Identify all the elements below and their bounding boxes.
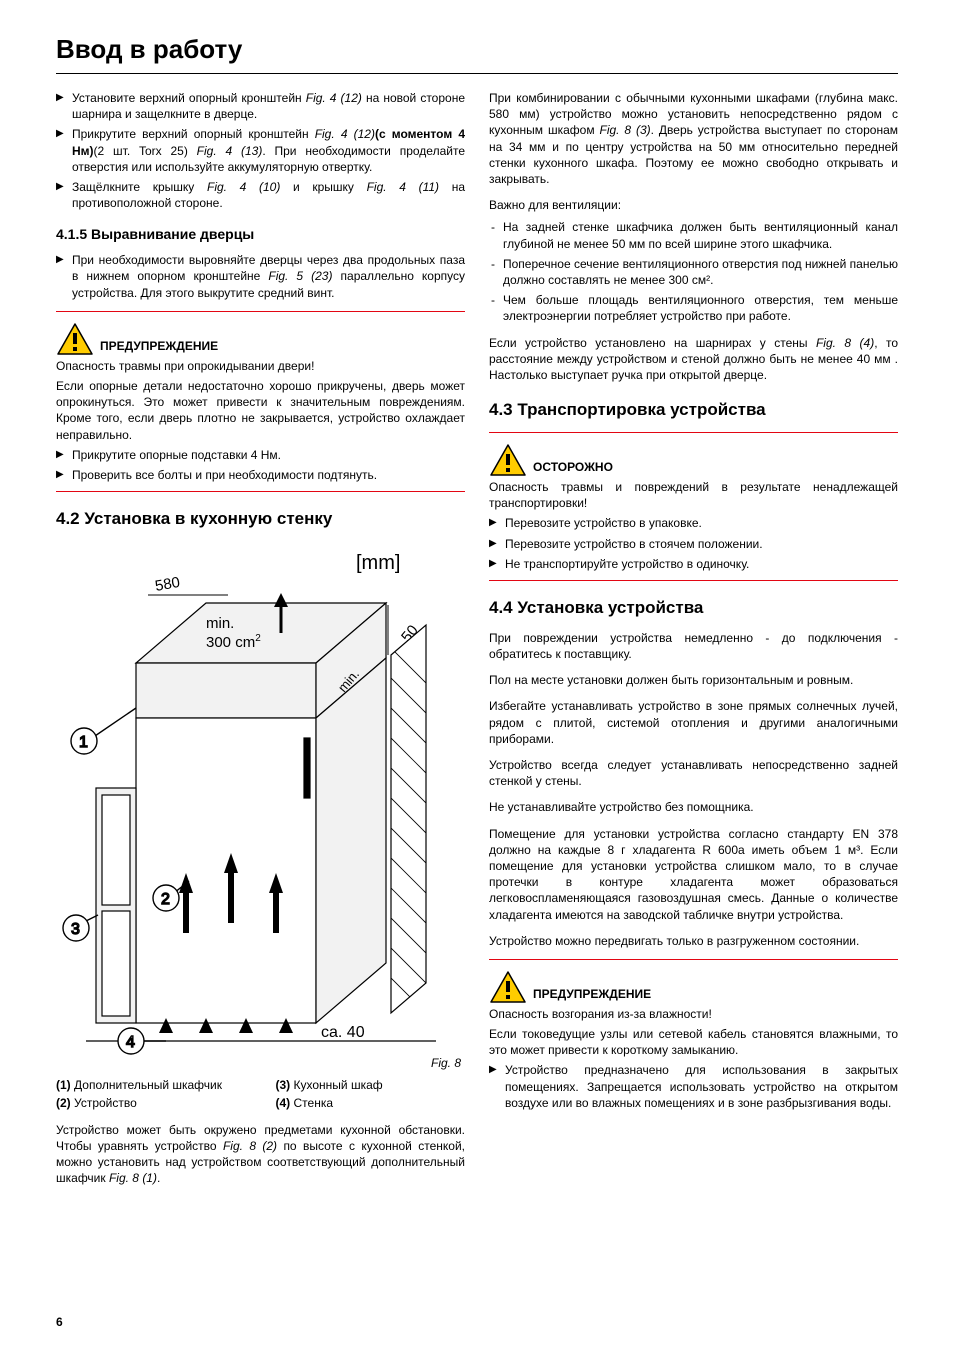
- right-column: При комбинировании с обычными кухонными …: [489, 90, 898, 1196]
- paragraph: Избегайте устанавливать устройство в зон…: [489, 698, 898, 747]
- title-rule: [56, 73, 898, 74]
- list-item: Проверить все болты и при необходимости …: [56, 467, 465, 483]
- warning-text: Опасность возгорания из-за влажности!: [489, 1006, 898, 1022]
- list-item: Установите верхний опорный кронштейн Fig…: [56, 90, 465, 122]
- list-item: Поперечное сечение вентиляционного отвер…: [489, 256, 898, 288]
- caution-text: Опасность травмы и повреждений в результ…: [489, 479, 898, 511]
- paragraph: Устройство можно передвигать только в ра…: [489, 933, 898, 949]
- figure-legend: (1) Дополнительный шкафчик (2) Устройств…: [56, 1077, 465, 1113]
- list-item: Устройство предназначено для использован…: [489, 1062, 898, 1111]
- svg-text:ca. 40: ca. 40: [321, 1024, 365, 1041]
- warning-text: Если токоведущие узлы или сетевой кабель…: [489, 1026, 898, 1058]
- s415-steps: При необходимости выровняйте дверцы чере…: [56, 252, 465, 301]
- list-item: Перевозите устройство в упаковке.: [489, 515, 898, 531]
- heading-44: 4.4 Установка устройства: [489, 597, 898, 620]
- list-item: При необходимости выровняйте дверцы чере…: [56, 252, 465, 301]
- svg-text:min.: min.: [206, 615, 234, 632]
- intro-steps: Установите верхний опорный кронштейн Fig…: [56, 90, 465, 211]
- red-divider: [489, 432, 898, 433]
- warning-title: ПРЕДУПРЕЖДЕНИЕ: [100, 338, 218, 356]
- paragraph: Помещение для установки устройства согла…: [489, 826, 898, 923]
- list-item: Чем больше площадь вентиляционного отвер…: [489, 292, 898, 324]
- red-divider: [56, 311, 465, 312]
- paragraph: При повреждении устройства немедленно - …: [489, 630, 898, 662]
- figure-svg: [mm] 580 min. 300 cm2: [56, 543, 466, 1073]
- warning-icon: [56, 322, 94, 356]
- svg-text:3: 3: [71, 921, 80, 938]
- list-item: Защёлкните крышку Fig. 4 (10) и крышку F…: [56, 179, 465, 211]
- list-item: Не транспортируйте устройство в одиночку…: [489, 556, 898, 572]
- svg-text:[mm]: [mm]: [356, 552, 400, 574]
- page-number: 6: [56, 1314, 63, 1330]
- warning-icon: [489, 970, 527, 1004]
- heading-415: 4.1.5 Выравнивание дверцы: [56, 225, 465, 244]
- svg-text:4: 4: [126, 1034, 135, 1051]
- caution-steps: Перевозите устройство в упаковке. Перево…: [489, 515, 898, 572]
- heading-43: 4.3 Транспортировка устройства: [489, 399, 898, 422]
- warning-steps: Прикрутите опорные подставки 4 Нм. Прове…: [56, 447, 465, 483]
- svg-text:1: 1: [79, 734, 88, 751]
- heading-42: 4.2 Установка в кухонную стенку: [56, 508, 465, 531]
- warning-block: ПРЕДУПРЕЖДЕНИЕ Опасность возгорания из-з…: [489, 970, 898, 1111]
- paragraph: Если устройство установлено на шарнирах …: [489, 335, 898, 384]
- paragraph: Не устанавливайте устройство без помощни…: [489, 799, 898, 815]
- red-divider: [489, 959, 898, 960]
- caution-title: ОСТОРОЖНО: [533, 459, 613, 477]
- svg-text:300 cm2: 300 cm2: [206, 633, 261, 651]
- red-divider: [56, 491, 465, 492]
- left-column: Установите верхний опорный кронштейн Fig…: [56, 90, 465, 1196]
- svg-text:2: 2: [161, 891, 170, 908]
- paragraph: При комбинировании с обычными кухонными …: [489, 90, 898, 187]
- figure-8: [mm] 580 min. 300 cm2: [56, 543, 465, 1071]
- ventilation-label: Важно для вентиляции:: [489, 197, 898, 213]
- warning-steps: Устройство предназначено для использован…: [489, 1062, 898, 1111]
- page-title: Ввод в работу: [56, 32, 898, 67]
- warning-text: Если опорные детали недостаточно хорошо …: [56, 378, 465, 443]
- paragraph: Устройство может быть окружено предметам…: [56, 1122, 465, 1187]
- ventilation-list: На задней стенке шкафчика должен быть ве…: [489, 219, 898, 324]
- warning-text: Опасность травмы при опрокидывании двери…: [56, 358, 465, 374]
- warning-icon: [489, 443, 527, 477]
- paragraph: Устройство всегда следует устанавливать …: [489, 757, 898, 789]
- warning-title: ПРЕДУПРЕЖДЕНИЕ: [533, 986, 651, 1004]
- list-item: На задней стенке шкафчика должен быть ве…: [489, 219, 898, 251]
- list-item: Прикрутите верхний опорный кронштейн Fig…: [56, 126, 465, 175]
- list-item: Перевозите устройство в стоячем положени…: [489, 536, 898, 552]
- paragraph: Пол на месте установки должен быть гориз…: [489, 672, 898, 688]
- warning-block: ПРЕДУПРЕЖДЕНИЕ Опасность травмы при опро…: [56, 322, 465, 483]
- list-item: Прикрутите опорные подставки 4 Нм.: [56, 447, 465, 463]
- red-divider: [489, 580, 898, 581]
- caution-block: ОСТОРОЖНО Опасность травмы и повреждений…: [489, 443, 898, 572]
